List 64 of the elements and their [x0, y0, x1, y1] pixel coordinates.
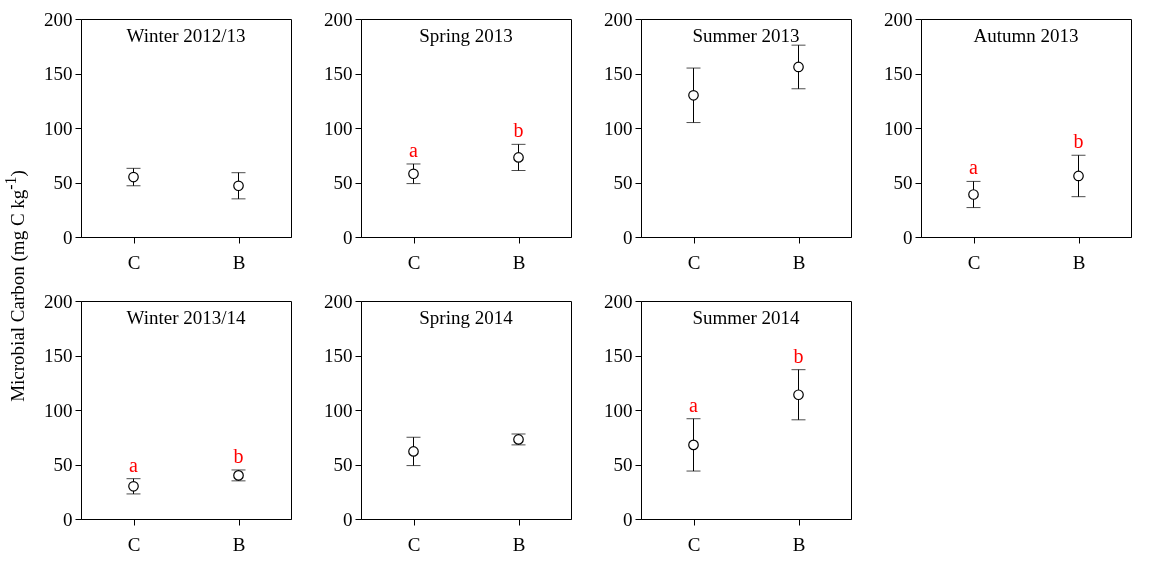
- y-tick-label: 200: [604, 8, 633, 30]
- y-tick-label: 50: [893, 172, 913, 193]
- annotation: a: [129, 453, 139, 476]
- chart-title: Spring 2014: [419, 307, 514, 328]
- y-tick-label: 100: [324, 399, 353, 421]
- y-tick-label: 100: [604, 117, 633, 139]
- x-tick-label: B: [1072, 251, 1086, 273]
- y-tick-label: 50: [333, 454, 353, 475]
- annotation: a: [409, 138, 419, 161]
- annotation: a: [689, 393, 699, 416]
- x-tick-label: B: [792, 251, 806, 273]
- chart-title: Spring 2013: [419, 25, 513, 46]
- x-tick-label: B: [792, 533, 806, 555]
- y-tick-label: 0: [343, 226, 353, 248]
- y-tick-label: 50: [53, 172, 73, 193]
- x-tick-label: C: [687, 251, 701, 273]
- annotation: b: [793, 344, 804, 367]
- y-tick-label: 0: [623, 508, 633, 530]
- y-tick-label: 200: [324, 290, 353, 312]
- chart-title: Winter 2012/13: [126, 25, 246, 46]
- x-tick-label: C: [407, 533, 421, 555]
- y-tick-label: 150: [44, 345, 73, 366]
- x-tick-label: C: [127, 533, 141, 555]
- y-tick-label: 0: [63, 508, 73, 530]
- x-tick-label: B: [512, 533, 526, 555]
- chart-title: Summer 2014: [692, 307, 801, 328]
- y-tick-label: 200: [44, 8, 73, 30]
- y-tick-label: 150: [604, 63, 633, 84]
- chart-title: Winter 2013/14: [126, 307, 246, 328]
- x-tick-label: B: [232, 533, 246, 555]
- chart-title: Summer 2013: [692, 25, 800, 46]
- annotation: b: [233, 444, 244, 467]
- y-tick-label: 100: [324, 117, 353, 139]
- y-tick-label: 200: [604, 290, 633, 312]
- x-tick-label: C: [687, 533, 701, 555]
- x-tick-label: B: [512, 251, 526, 273]
- y-tick-label: 150: [44, 63, 73, 84]
- y-tick-label: 150: [604, 345, 633, 366]
- y-tick-label: 150: [884, 63, 913, 84]
- y-tick-label: 100: [44, 117, 73, 139]
- y-tick-label: 150: [324, 345, 353, 366]
- annotation: a: [969, 156, 979, 179]
- y-tick-label: 50: [53, 454, 73, 475]
- annotation: b: [1073, 130, 1084, 153]
- chart-title: Autumn 2013: [973, 25, 1079, 46]
- y-tick-label: 50: [333, 172, 353, 193]
- y-tick-label: 0: [63, 226, 73, 248]
- y-tick-label: 0: [623, 226, 633, 248]
- y-tick-label: 200: [884, 8, 913, 30]
- y-tick-label: 150: [324, 63, 353, 84]
- y-tick-label: 100: [884, 117, 913, 139]
- y-tick-label: 100: [604, 399, 633, 421]
- y-tick-label: 200: [44, 290, 73, 312]
- x-tick-label: C: [127, 251, 141, 273]
- y-tick-label: 50: [613, 172, 633, 193]
- annotation: b: [513, 119, 524, 142]
- y-tick-label: 0: [343, 508, 353, 530]
- y-tick-label: 0: [903, 226, 913, 248]
- y-tick-label: 50: [613, 454, 633, 475]
- x-tick-label: C: [407, 251, 421, 273]
- x-tick-label: B: [232, 251, 246, 273]
- x-tick-label: C: [967, 251, 981, 273]
- y-tick-label: 100: [44, 399, 73, 421]
- y-tick-label: 200: [324, 8, 353, 30]
